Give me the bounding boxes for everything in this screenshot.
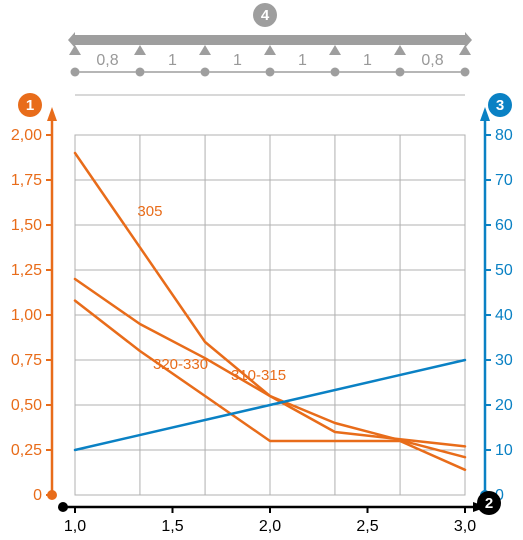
span-label: 0,8 — [421, 52, 443, 69]
span-label: 1 — [298, 52, 307, 69]
y2-tick-label: 30 — [495, 352, 513, 369]
y1-tick-label: 1,25 — [11, 262, 42, 279]
badge-2: 2 — [477, 491, 501, 515]
x-tick-label: 2,5 — [356, 518, 378, 535]
span-label: 1 — [168, 52, 177, 69]
span-label: 1 — [363, 52, 372, 69]
y2-tick-label: 50 — [495, 262, 513, 279]
svg-text:3: 3 — [496, 97, 504, 114]
y1-tick-label: 2,00 — [11, 127, 42, 144]
y1-tick-label: 1,75 — [11, 172, 42, 189]
y2-tick-label: 10 — [495, 442, 513, 459]
series-label-305: 305 — [137, 203, 162, 220]
y2-tick-label: 20 — [495, 397, 513, 414]
y2-tick-label: 60 — [495, 217, 513, 234]
y1-tick-label: 1,50 — [11, 217, 42, 234]
dual-axis-chart: 0,8 1 1 1 1 0,8 305 310-315 320-330 0 0,25 0,50 0,75… — [0, 0, 523, 540]
span-label: 0,8 — [96, 52, 118, 69]
y2-tick-label: 80 — [495, 127, 513, 144]
svg-text:1: 1 — [26, 97, 34, 114]
span-label: 1 — [233, 52, 242, 69]
badge-1: 1 — [18, 93, 42, 117]
y1-tick-label: 1,00 — [11, 307, 42, 324]
y1-tick-label: 0,75 — [11, 352, 42, 369]
series-label-310-315: 310-315 — [231, 367, 286, 384]
series-label-320-330: 320-330 — [153, 356, 208, 373]
x-tick-label: 2,0 — [259, 518, 281, 535]
y1-tick-label: 0,25 — [11, 442, 42, 459]
beam-bar — [75, 35, 465, 45]
badge-4: 4 — [253, 3, 277, 27]
svg-text:2: 2 — [485, 495, 493, 512]
y1-tick-label: 0 — [33, 487, 42, 504]
y2-tick-label: 70 — [495, 172, 513, 189]
x-tick-label: 1,0 — [64, 518, 86, 535]
x-tick-label: 3,0 — [454, 518, 476, 535]
y1-tick-label: 0,50 — [11, 397, 42, 414]
svg-text:4: 4 — [261, 7, 270, 24]
badge-3: 3 — [488, 93, 512, 117]
x-tick-label: 1,5 — [161, 518, 183, 535]
y2-tick-label: 40 — [495, 307, 513, 324]
